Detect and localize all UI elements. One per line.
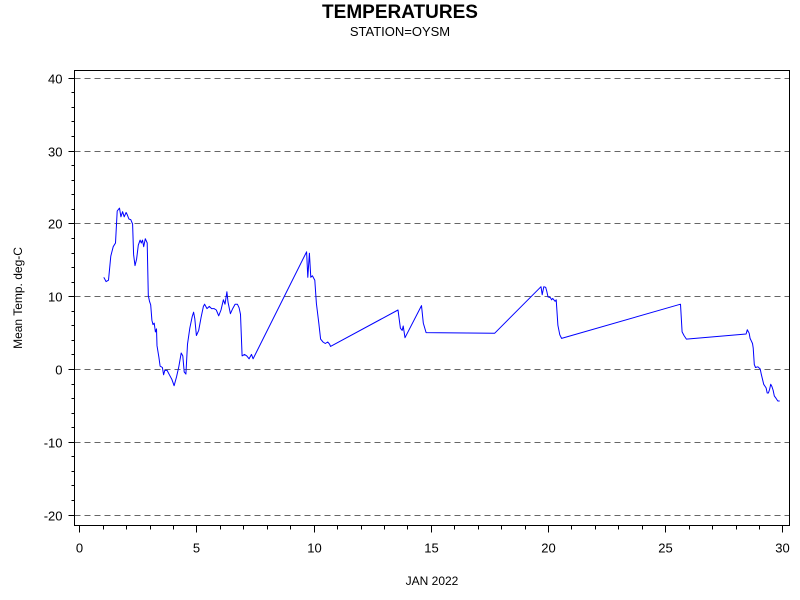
x-axis-label: JAN 2022 (406, 574, 459, 588)
chart-subtitle: STATION=OYSM (350, 24, 450, 39)
chart-title: TEMPERATURES (322, 2, 478, 23)
plot-frame (74, 70, 790, 526)
y-tick-label: 10 (48, 290, 62, 305)
y-tick-label: 40 (48, 72, 62, 87)
y-axis-label: Mean Temp. deg-C (11, 247, 25, 349)
series-layer (103, 207, 780, 402)
x-tick-label: 0 (76, 541, 83, 556)
gridlines (74, 78, 790, 516)
y-tick-label: -10 (44, 436, 63, 451)
x-tick-label: 30 (775, 541, 789, 556)
x-tick-label: 15 (424, 541, 438, 556)
axes: -20 -10 0 10 20 30 40 0 5 10 15 20 25 30 (44, 72, 790, 556)
x-tick-label: 20 (541, 541, 555, 556)
x-tick-label: 5 (193, 541, 200, 556)
y-tick-label: 20 (48, 217, 62, 232)
x-tick-label: 10 (307, 541, 321, 556)
y-tick-label: 0 (55, 363, 62, 378)
x-tick-label: 25 (658, 541, 672, 556)
y-tick-label: 30 (48, 145, 62, 160)
series-line (103, 207, 780, 402)
y-tick-label: -20 (44, 509, 63, 524)
